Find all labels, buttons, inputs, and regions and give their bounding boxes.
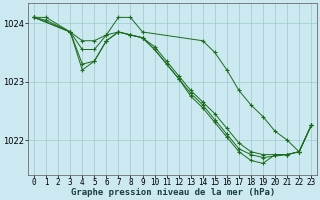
X-axis label: Graphe pression niveau de la mer (hPa): Graphe pression niveau de la mer (hPa)	[70, 188, 275, 197]
